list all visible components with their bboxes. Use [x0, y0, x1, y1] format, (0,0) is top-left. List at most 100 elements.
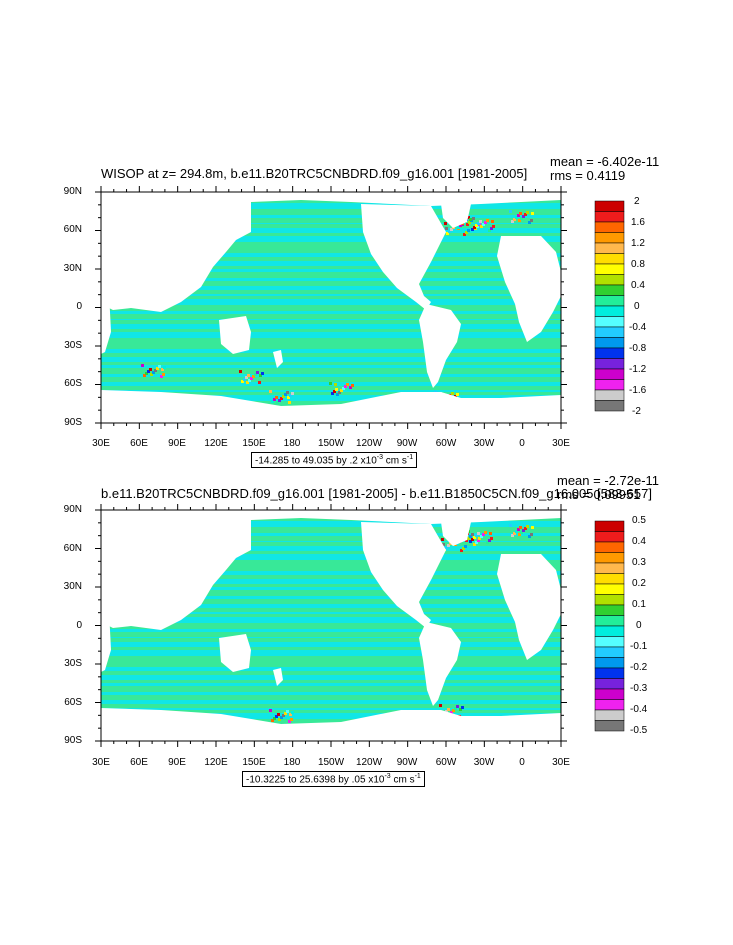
ocean-speckle — [284, 712, 287, 715]
colorbar-label: 0.1 — [632, 599, 646, 610]
ocean-speckle — [459, 224, 462, 227]
land-mask — [441, 522, 471, 546]
ocean-speckle — [486, 219, 489, 222]
ocean-speckle — [469, 535, 472, 538]
ocean-speckle — [445, 546, 448, 549]
x-tick-label: 30W — [473, 438, 495, 449]
x-tick-label: 180 — [283, 438, 301, 449]
ocean-speckle — [450, 228, 453, 231]
colorbar-label: 0 — [636, 620, 642, 631]
ocean-band — [101, 638, 561, 642]
ocean-speckle — [473, 536, 476, 539]
colorbar-cell — [594, 531, 625, 543]
ocean-speckle — [519, 526, 522, 529]
ocean-band — [101, 353, 561, 357]
ocean-speckle — [515, 530, 518, 533]
ocean-speckle — [488, 229, 491, 232]
colorbar-cell — [594, 520, 625, 532]
mean-value: mean = -2.72e-11 — [557, 473, 660, 488]
ocean-speckle — [460, 549, 463, 552]
colorbar-cell — [594, 625, 625, 637]
land-mask — [497, 554, 561, 660]
ocean-speckle — [492, 225, 495, 228]
ocean-speckle — [143, 374, 146, 377]
ocean-speckle — [278, 399, 281, 402]
x-tick-label: 30E — [92, 757, 110, 768]
ocean-band — [101, 200, 561, 203]
colorbar-cell — [594, 615, 625, 627]
colorbar-label: 0.5 — [632, 515, 646, 526]
x-tick-label: 90E — [168, 757, 186, 768]
ocean-speckle — [524, 213, 527, 216]
colorbar — [594, 200, 625, 412]
land-mask — [101, 202, 251, 312]
ocean-speckle — [149, 368, 152, 371]
x-tick-label: 150E — [242, 438, 266, 449]
ocean-speckle — [511, 534, 514, 537]
panel-title: b.e11.B20TRC5CNBDRD.f09_g16.001 [1981-20… — [101, 486, 652, 501]
ocean-speckle — [290, 718, 293, 721]
ocean-speckle — [338, 391, 341, 394]
colorbar-label: -0.4 — [629, 322, 647, 333]
colorbar-label: -0.5 — [630, 725, 648, 736]
ocean-speckle — [469, 218, 472, 221]
ocean-band — [101, 305, 561, 311]
ocean-speckle — [513, 218, 516, 221]
ocean-speckle — [517, 214, 520, 217]
ocean-speckle — [465, 231, 468, 234]
ocean-speckle — [531, 212, 534, 215]
ocean-band — [101, 209, 561, 215]
y-tick-label: 60N — [63, 224, 82, 235]
x-tick-label: 120W — [355, 438, 383, 449]
ocean-speckle — [452, 709, 455, 712]
ocean-speckle — [448, 230, 451, 233]
ocean-speckle — [147, 370, 150, 373]
y-tick-label: 0 — [76, 620, 82, 631]
panel-title: WISOP at z= 294.8m, b.e11.B20TRC5CNBDRD.… — [101, 166, 528, 181]
ocean-speckle — [269, 390, 272, 393]
ocean-band — [101, 614, 561, 617]
ocean-band — [101, 536, 561, 541]
ocean-speckle — [477, 532, 480, 535]
ocean-speckle — [245, 376, 248, 379]
colorbar-label: 0.4 — [632, 536, 646, 547]
ocean-speckle — [520, 531, 523, 534]
x-tick-label: 60E — [130, 438, 148, 449]
land-mask — [101, 390, 561, 423]
ocean-speckle — [156, 367, 159, 370]
colorbar-cell — [594, 573, 625, 585]
ocean-speckle — [150, 373, 153, 376]
ocean-band — [101, 518, 561, 521]
ocean-speckle — [335, 388, 338, 391]
ocean-speckle — [288, 720, 291, 723]
ocean-band — [101, 329, 561, 332]
y-tick-label: 30S — [64, 340, 82, 351]
colorbar-label: 0.3 — [632, 557, 646, 568]
ocean-speckle — [488, 539, 491, 542]
colorbar-label: 0.2 — [632, 578, 646, 589]
x-tick-label: 30E — [552, 438, 570, 449]
range-units-exponent: -1 — [414, 773, 421, 780]
ocean-band — [101, 344, 561, 349]
ocean-speckle — [163, 366, 166, 369]
ocean-band — [101, 248, 561, 253]
ocean-speckle — [509, 524, 512, 527]
ocean-speckle — [473, 226, 476, 229]
ocean-speckle — [287, 396, 290, 399]
colorbar-cell — [594, 583, 625, 595]
ocean-speckle — [280, 716, 283, 719]
colorbar-label: -0.1 — [630, 641, 648, 652]
y-tick-label: 30S — [64, 658, 82, 669]
ocean-speckle — [467, 229, 470, 232]
ocean-speckle — [463, 233, 466, 236]
ocean-band — [101, 368, 561, 374]
ocean-speckle — [282, 714, 285, 717]
ocean-band — [101, 224, 561, 228]
ocean-speckle — [161, 368, 164, 371]
ocean-speckle — [162, 373, 165, 376]
ocean-speckle — [491, 220, 494, 223]
ocean-speckle — [261, 372, 264, 375]
land-mask — [273, 668, 283, 686]
colorbar-cell — [594, 720, 625, 732]
ocean-band — [101, 584, 561, 587]
